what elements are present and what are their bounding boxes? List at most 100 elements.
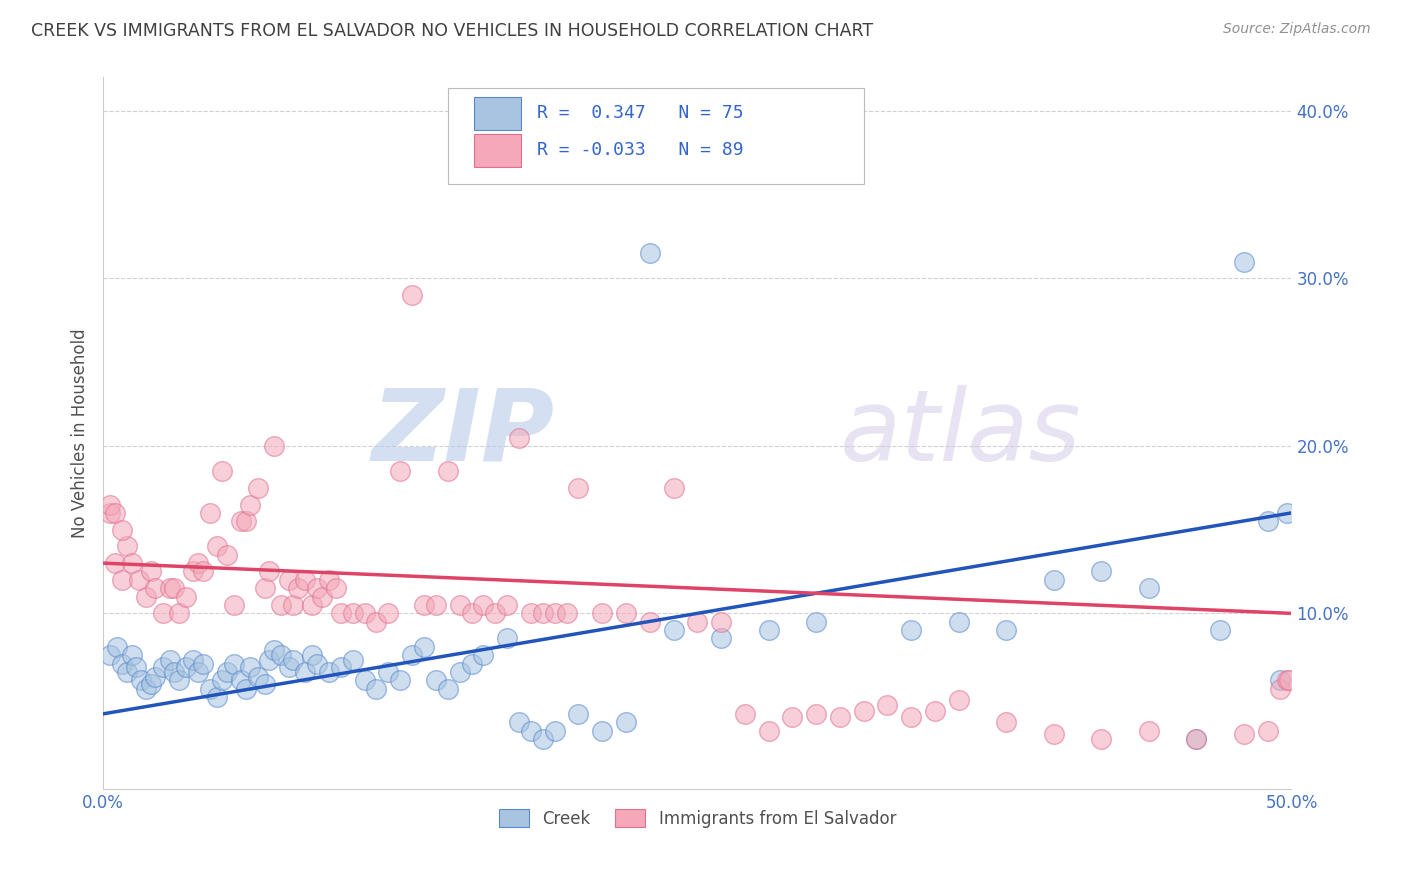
Point [401,288,423,302]
Point [187,556,209,570]
Point [111,523,134,537]
Point [305,581,328,595]
Point [176,660,198,674]
Point [1268,673,1291,688]
Point [294,573,316,587]
Point [318,573,340,587]
Point [995,715,1018,730]
Text: CREEK VS IMMIGRANTS FROM EL SALVADOR NO VEHICLES IN HOUSEHOLD CORRELATION CHART: CREEK VS IMMIGRANTS FROM EL SALVADOR NO … [31,22,873,40]
Point [1185,731,1208,746]
Point [211,464,233,478]
Text: Source: ZipAtlas.com: Source: ZipAtlas.com [1223,22,1371,37]
Point [98,498,121,512]
Point [1090,731,1112,746]
Point [614,607,637,621]
Point [1257,514,1279,528]
Point [294,665,316,679]
Point [389,464,412,478]
Point [948,615,970,629]
Point [449,598,471,612]
Point [555,607,578,621]
Point [139,676,162,690]
Point [377,665,399,679]
Point [253,676,276,690]
Point [121,556,143,570]
Point [1137,581,1160,595]
Point [135,590,157,604]
Point [159,653,181,667]
Point [129,673,152,688]
Point [259,565,281,579]
Point [1090,565,1112,579]
Text: R =  0.347   N = 75: R = 0.347 N = 75 [537,104,744,122]
Point [1257,723,1279,738]
Point [183,653,205,667]
Point [948,693,970,707]
Point [222,657,245,671]
Point [342,607,364,621]
Point [710,615,733,629]
Point [900,710,922,724]
Point [167,607,190,621]
Point [329,660,352,674]
Point [496,598,519,612]
Point [1275,673,1298,688]
Point [98,648,121,663]
Point [152,607,174,621]
Point [1137,723,1160,738]
Y-axis label: No Vehicles in Household: No Vehicles in Household [72,328,89,538]
Point [758,723,780,738]
Point [211,673,233,688]
Point [1268,681,1291,696]
Point [472,648,495,663]
Point [413,640,436,654]
Point [531,731,554,746]
Point [270,648,292,663]
Point [263,643,285,657]
Point [239,498,262,512]
Point [121,648,143,663]
Point [183,565,205,579]
Point [544,607,567,621]
Point [567,481,589,495]
Point [436,464,458,478]
Point [283,598,305,612]
Point [259,653,281,667]
Point [389,673,412,688]
Point [229,514,252,528]
Point [924,704,946,718]
Point [125,660,148,674]
Point [246,670,269,684]
Point [229,673,252,688]
Point [353,607,375,621]
Point [111,573,134,587]
Point [215,548,238,562]
Point [191,565,214,579]
Point [283,653,305,667]
Point [353,673,375,688]
Point [425,598,447,612]
Point [253,581,276,595]
Point [366,615,388,629]
Point [472,598,495,612]
Point [139,565,162,579]
Point [804,615,827,629]
Point [329,607,352,621]
Point [531,607,554,621]
Point [484,607,506,621]
Point [198,506,221,520]
Point [591,607,613,621]
Point [1278,673,1301,688]
Point [638,615,661,629]
Point [662,481,685,495]
Point [662,623,685,637]
Point [876,698,898,713]
Point [198,681,221,696]
Point [413,598,436,612]
Point [305,657,328,671]
Point [98,506,121,520]
Point [239,660,262,674]
Point [105,640,128,654]
Point [508,715,530,730]
Point [301,598,323,612]
